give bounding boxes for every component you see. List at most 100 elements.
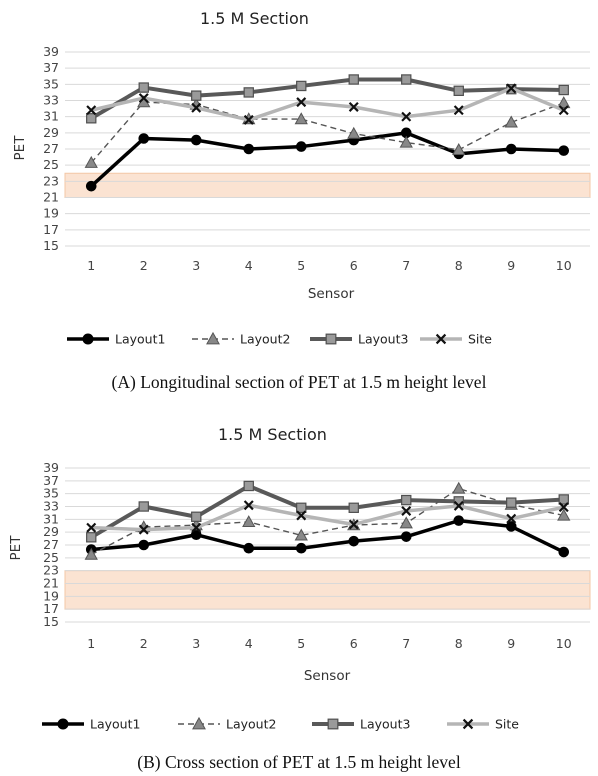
series-site xyxy=(86,83,569,125)
x-tick-label: 3 xyxy=(192,636,200,651)
legend-item-layout1: Layout1 xyxy=(42,717,140,732)
data-point xyxy=(243,542,255,554)
series-line xyxy=(90,487,564,556)
x-tick-label: 10 xyxy=(556,258,572,273)
data-point xyxy=(86,532,97,543)
y-tick-label: 37 xyxy=(43,473,59,488)
data-point xyxy=(138,82,149,93)
figure-caption: (A) Longitudinal section of PET at 1.5 m… xyxy=(112,372,487,392)
data-point xyxy=(348,535,360,547)
data-point xyxy=(401,494,412,506)
data-point xyxy=(294,528,308,541)
data-point xyxy=(138,501,149,512)
data-point xyxy=(296,80,307,92)
legend-marker xyxy=(192,716,206,730)
data-point xyxy=(86,522,97,533)
x-tick-label: 1 xyxy=(87,258,95,273)
data-point xyxy=(243,114,254,125)
y-tick-label: 21 xyxy=(43,190,59,205)
series-line xyxy=(90,483,564,540)
y-axis-title: PET xyxy=(8,535,24,561)
data-point xyxy=(506,497,517,508)
legend-item-layout3: Layout3 xyxy=(312,717,410,732)
series-line xyxy=(91,503,565,532)
series-line xyxy=(90,86,565,122)
legend-label: Site xyxy=(468,332,492,347)
data-point xyxy=(294,112,308,125)
series-line xyxy=(90,77,564,121)
data-point xyxy=(452,142,466,155)
y-tick-label: 25 xyxy=(43,157,59,172)
y-tick-label: 39 xyxy=(43,44,59,59)
legend-item-site: Site xyxy=(420,332,492,347)
x-tick-label: 10 xyxy=(556,636,572,651)
data-point xyxy=(84,547,98,560)
legend-item-layout2: Layout2 xyxy=(178,717,276,732)
legend-marker xyxy=(327,718,339,730)
y-tick-label: 27 xyxy=(43,537,59,552)
x-tick-label: 4 xyxy=(245,636,253,651)
chart-b: 1.5 M Section151719212325272931333537391… xyxy=(8,425,591,772)
data-point xyxy=(296,510,307,521)
data-point xyxy=(243,500,254,511)
legend-marker xyxy=(206,331,220,345)
y-tick-label: 19 xyxy=(43,588,59,603)
data-point xyxy=(400,531,412,542)
x-tick-label: 3 xyxy=(192,258,200,273)
chart-title: 1.5 M Section xyxy=(218,425,327,444)
data-point xyxy=(295,542,307,554)
x-tick-label: 9 xyxy=(507,258,515,273)
x-tick-label: 8 xyxy=(455,636,463,651)
data-point xyxy=(191,511,202,522)
y-tick-label: 23 xyxy=(43,173,59,188)
x-tick-label: 8 xyxy=(455,258,463,273)
legend-label: Layout1 xyxy=(90,717,140,732)
y-tick-label: 23 xyxy=(43,563,59,578)
series-layout2 xyxy=(84,95,571,168)
y-tick-label: 15 xyxy=(43,238,59,253)
y-tick-label: 17 xyxy=(43,601,59,616)
data-point xyxy=(558,145,570,156)
comfort-band xyxy=(64,172,591,198)
legend-item-layout1: Layout1 xyxy=(67,332,165,347)
data-point xyxy=(138,133,150,144)
legend-item-site: Site xyxy=(447,717,519,732)
x-tick-label: 7 xyxy=(402,636,410,651)
series-layout3 xyxy=(86,480,569,543)
data-point xyxy=(191,90,202,101)
x-tick-label: 6 xyxy=(350,636,358,651)
series-line xyxy=(91,518,565,554)
data-point xyxy=(138,539,150,551)
y-tick-label: 19 xyxy=(43,206,59,221)
data-point xyxy=(191,522,202,533)
x-tick-label: 9 xyxy=(507,636,515,651)
data-point xyxy=(453,500,464,511)
series-layout1 xyxy=(85,127,570,192)
legend-marker xyxy=(57,718,69,730)
data-point xyxy=(347,126,361,139)
x-tick-label: 2 xyxy=(140,636,148,651)
data-point xyxy=(242,515,256,528)
comfort-band xyxy=(64,570,591,610)
y-tick-label: 31 xyxy=(43,109,59,124)
legend-label: Site xyxy=(495,717,519,732)
data-point xyxy=(453,515,465,526)
y-tick-label: 17 xyxy=(43,222,59,237)
data-point xyxy=(84,155,98,168)
data-point xyxy=(558,84,569,96)
y-tick-label: 25 xyxy=(43,550,59,565)
x-tick-label: 5 xyxy=(297,258,305,273)
data-point xyxy=(296,502,307,513)
y-tick-label: 29 xyxy=(43,524,59,539)
y-tick-label: 33 xyxy=(43,93,59,108)
data-point xyxy=(558,502,569,513)
x-tick-label: 2 xyxy=(140,258,148,273)
data-point xyxy=(557,96,571,109)
data-point xyxy=(86,113,97,124)
y-axis-title: PET xyxy=(12,135,28,161)
x-axis-title: Sensor xyxy=(304,668,351,684)
data-point xyxy=(348,101,359,112)
data-point xyxy=(453,85,464,96)
data-point xyxy=(558,546,570,558)
data-point xyxy=(453,105,464,116)
